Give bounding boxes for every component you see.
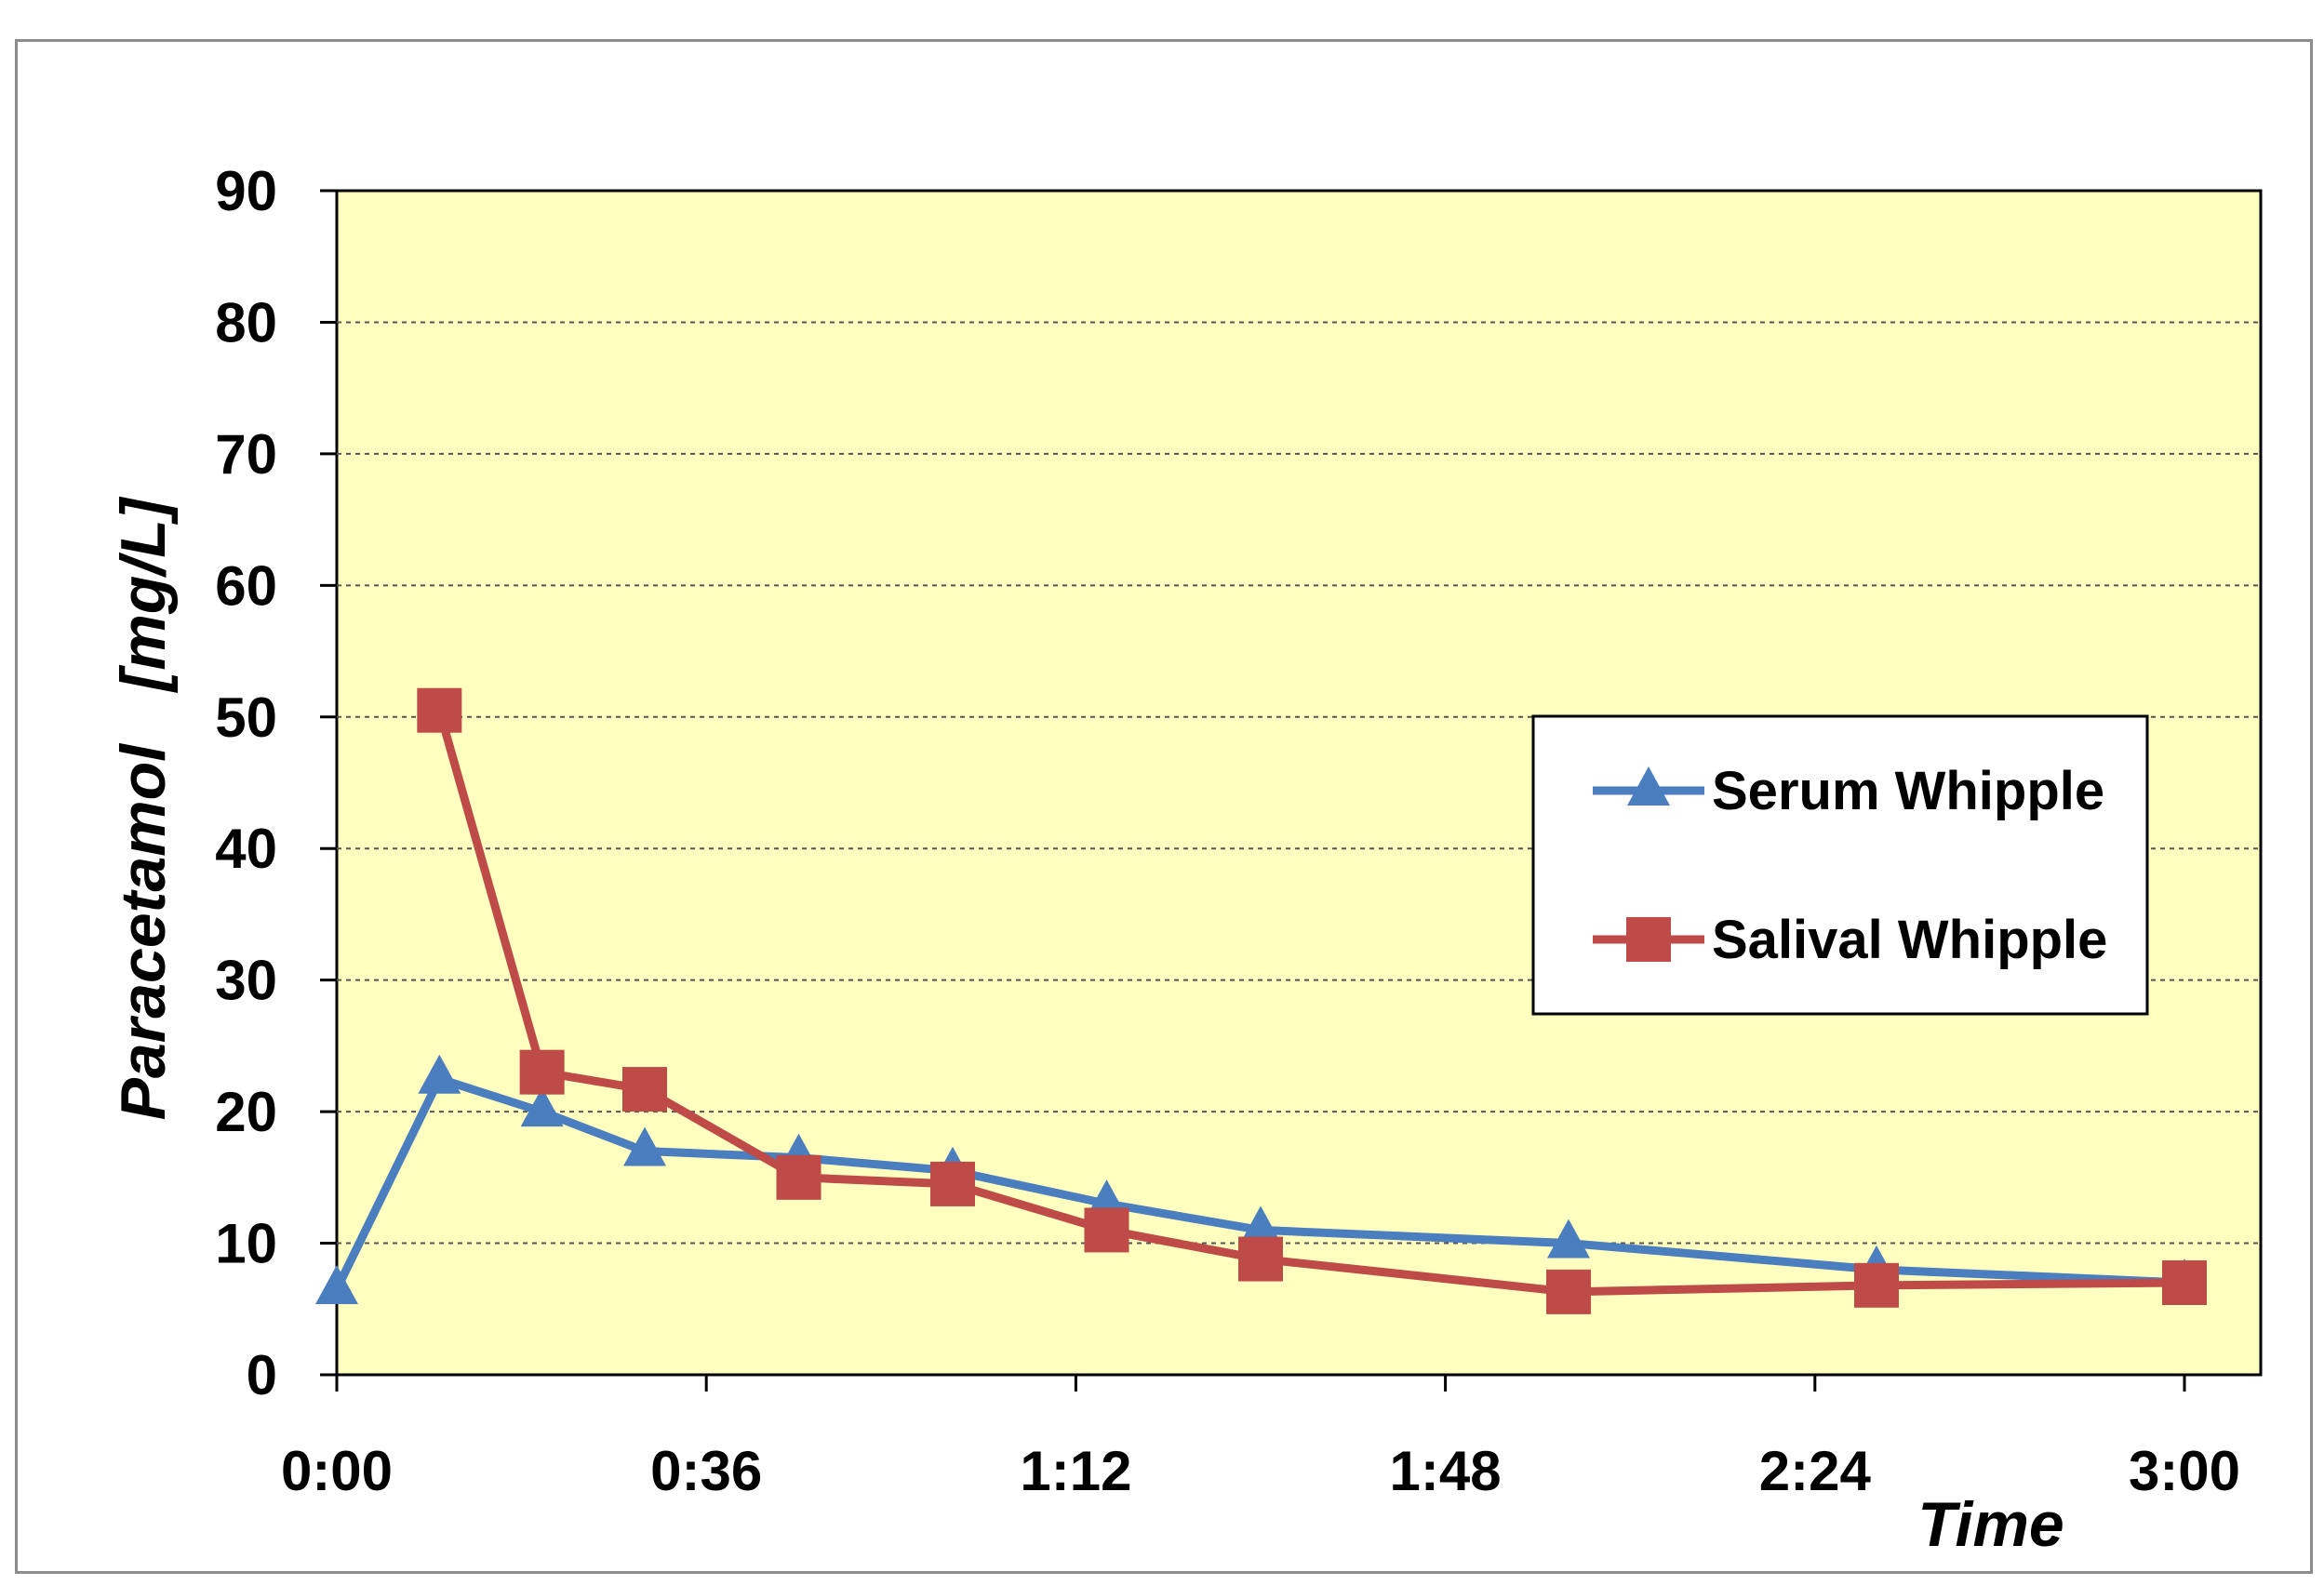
x-tick-label: 2:24 [1759, 1440, 1872, 1502]
legend-label: Serum Whipple [1712, 761, 2104, 821]
y-tick-label: 60 [215, 554, 277, 617]
x-axis: 0:00 0:36 1:12 1:48 2:24 3:00 [281, 1375, 2240, 1502]
x-tick-label: 3:00 [2129, 1440, 2240, 1502]
data-point [1854, 1262, 1899, 1308]
y-tick-label: 70 [215, 423, 277, 486]
legend-label: Salival Whipple [1712, 910, 2107, 970]
data-point [2162, 1259, 2207, 1305]
series-layer [315, 687, 2207, 1314]
data-point [1238, 1236, 1283, 1282]
data-point [930, 1161, 975, 1206]
data-point [1239, 1205, 1282, 1245]
y-tick-label: 80 [215, 291, 277, 353]
legend-marker [1627, 766, 1670, 806]
data-point [623, 1126, 666, 1166]
data-point [519, 1049, 565, 1095]
y-tick-label: 50 [215, 686, 277, 749]
x-axis-title: Time [1917, 1489, 2064, 1560]
series-1 [417, 687, 2207, 1314]
data-point [417, 687, 462, 733]
y-tick-label: 10 [215, 1213, 277, 1275]
y-tick-label: 90 [215, 160, 277, 222]
data-point [1084, 1207, 1129, 1253]
y-axis: 0 10 20 30 40 50 60 70 80 90 [215, 160, 337, 1406]
y-tick-label: 40 [215, 818, 277, 880]
legend-box [1531, 714, 2149, 1016]
x-tick-label: 1:12 [1020, 1440, 1131, 1502]
data-point [418, 1054, 461, 1094]
data-point [520, 1087, 564, 1127]
data-point [1546, 1269, 1591, 1314]
series-line [435, 709, 2185, 1297]
x-tick-label: 0:00 [281, 1440, 393, 1502]
y-tick-label: 30 [215, 950, 277, 1012]
data-point [315, 1265, 358, 1305]
y-tick-label: 0 [247, 1344, 277, 1406]
data-point [1547, 1219, 1590, 1259]
x-tick-label: 1:48 [1390, 1440, 1502, 1502]
x-tick-label: 0:36 [650, 1440, 762, 1502]
data-point [776, 1154, 821, 1200]
legend: Serum Whipple Salival Whipple [1531, 714, 2149, 1016]
legend-items: Serum Whipple Salival Whipple [1593, 761, 2107, 970]
y-axis-title: Paracetamol [mg/L] [108, 496, 179, 1120]
data-point [622, 1067, 667, 1112]
y-tick-label: 20 [215, 1081, 277, 1143]
legend-marker [1626, 917, 1671, 962]
